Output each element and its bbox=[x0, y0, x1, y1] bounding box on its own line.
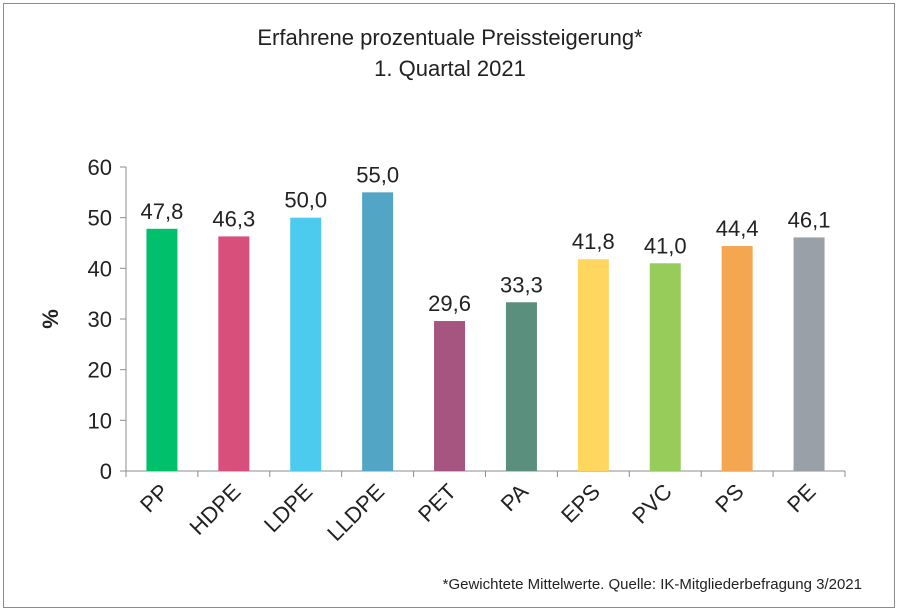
bar-eps bbox=[577, 259, 609, 471]
data-label: 41,8 bbox=[572, 229, 615, 254]
x-tick-label: LLDPE bbox=[322, 479, 389, 546]
bar-pa bbox=[505, 302, 537, 471]
bar-pp bbox=[146, 228, 178, 471]
bar-ps bbox=[721, 246, 753, 471]
data-label: 50,0 bbox=[284, 188, 327, 213]
data-label: 46,1 bbox=[788, 207, 831, 232]
data-label: 41,0 bbox=[644, 233, 687, 258]
y-axis-label: % bbox=[38, 309, 63, 329]
data-label: 44,4 bbox=[716, 216, 759, 241]
data-label: 29,6 bbox=[428, 291, 471, 316]
y-tick-label: 10 bbox=[88, 408, 112, 433]
bar-pvc bbox=[649, 263, 681, 471]
y-tick-label: 0 bbox=[100, 459, 112, 484]
data-label: 55,0 bbox=[356, 162, 399, 187]
footnote: *Gewichtete Mittelwerte. Quelle: IK-Mitg… bbox=[442, 576, 862, 593]
x-tick-label: PET bbox=[413, 479, 461, 527]
x-tick-label: PE bbox=[782, 479, 820, 517]
x-tick-label: PA bbox=[496, 479, 534, 517]
x-tick-label: LDPE bbox=[259, 479, 317, 537]
y-tick-label: 20 bbox=[88, 358, 112, 383]
y-tick-label: 30 bbox=[88, 307, 112, 332]
x-tick-label: PP bbox=[135, 479, 173, 517]
y-tick-label: 40 bbox=[88, 256, 112, 281]
bar-ldpe bbox=[290, 217, 322, 471]
y-tick-label: 60 bbox=[88, 155, 112, 180]
x-tick-label: HDPE bbox=[184, 479, 245, 540]
data-label: 46,3 bbox=[212, 206, 255, 231]
chart-title-line-2: 1. Quartal 2021 bbox=[374, 56, 526, 81]
chart-title: Erfahrene prozentuale Preissteigerung* 1… bbox=[0, 22, 900, 84]
data-label: 33,3 bbox=[500, 272, 543, 297]
y-tick-label: 50 bbox=[88, 206, 112, 231]
x-tick-label: PS bbox=[710, 479, 748, 517]
bar-hdpe bbox=[218, 236, 250, 471]
bar-pet bbox=[434, 321, 466, 471]
x-tick-label: PVC bbox=[627, 479, 677, 529]
x-tick-label: EPS bbox=[556, 479, 605, 528]
bar-pe bbox=[793, 237, 825, 471]
data-label: 47,8 bbox=[141, 199, 184, 224]
chart-title-line-1: Erfahrene prozentuale Preissteigerung* bbox=[257, 25, 643, 50]
bar-lldpe bbox=[362, 192, 394, 472]
